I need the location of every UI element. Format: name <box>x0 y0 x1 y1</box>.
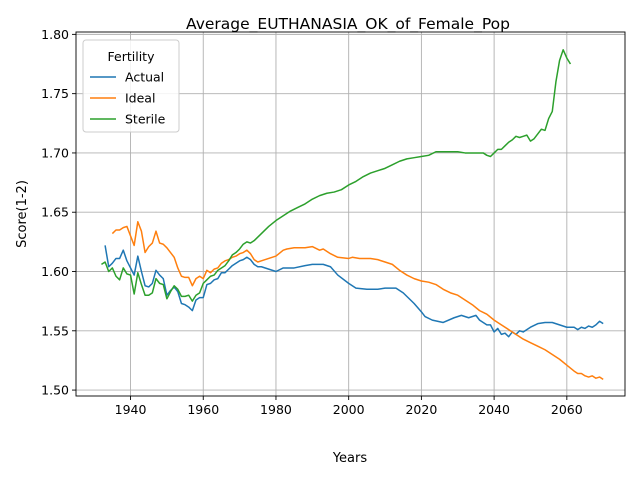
series-line-sterile <box>101 49 572 302</box>
legend-title: Fertility <box>108 49 156 64</box>
series-layer <box>101 49 604 381</box>
series-line-ideal <box>111 220 604 381</box>
legend-label-sterile: Sterile <box>125 112 166 127</box>
x-tick-label-6: 2060 <box>551 402 583 417</box>
y-axis-label: Score(1-2) <box>15 180 30 248</box>
y-tick-label-1: 1.55 <box>41 323 69 338</box>
grid <box>76 32 625 396</box>
x-tick-label-4: 2020 <box>405 402 437 417</box>
x-axis: 1940 1960 1980 2000 2020 2040 2060 <box>115 396 583 417</box>
x-tick-label-3: 2000 <box>333 402 365 417</box>
x-axis-label: Years <box>332 451 368 466</box>
y-tick-label-6: 1.80 <box>41 27 69 42</box>
y-tick-label-0: 1.50 <box>41 383 69 398</box>
legend-label-actual: Actual <box>125 70 164 85</box>
x-tick-label-1: 1960 <box>187 402 219 417</box>
legend: Fertility Actual Ideal Sterile <box>82 39 180 133</box>
legend-label-ideal: Ideal <box>125 91 155 106</box>
x-tick-label-0: 1940 <box>115 402 147 417</box>
y-tick-label-4: 1.70 <box>41 145 69 160</box>
x-tick-label-2: 1980 <box>260 402 292 417</box>
y-tick-label-2: 1.60 <box>41 264 69 279</box>
y-tick-label-3: 1.65 <box>41 205 69 220</box>
legend-box <box>82 39 180 133</box>
series-line-actual <box>104 245 604 338</box>
plot-frame <box>75 31 626 397</box>
y-axis: 1.50 1.55 1.60 1.65 1.70 1.75 1.80 <box>41 27 76 398</box>
y-tick-label-5: 1.75 <box>41 86 69 101</box>
x-tick-label-5: 2040 <box>478 402 510 417</box>
chart-title: Average_EUTHANASIA_OK_of_Female_Pop <box>186 15 510 34</box>
